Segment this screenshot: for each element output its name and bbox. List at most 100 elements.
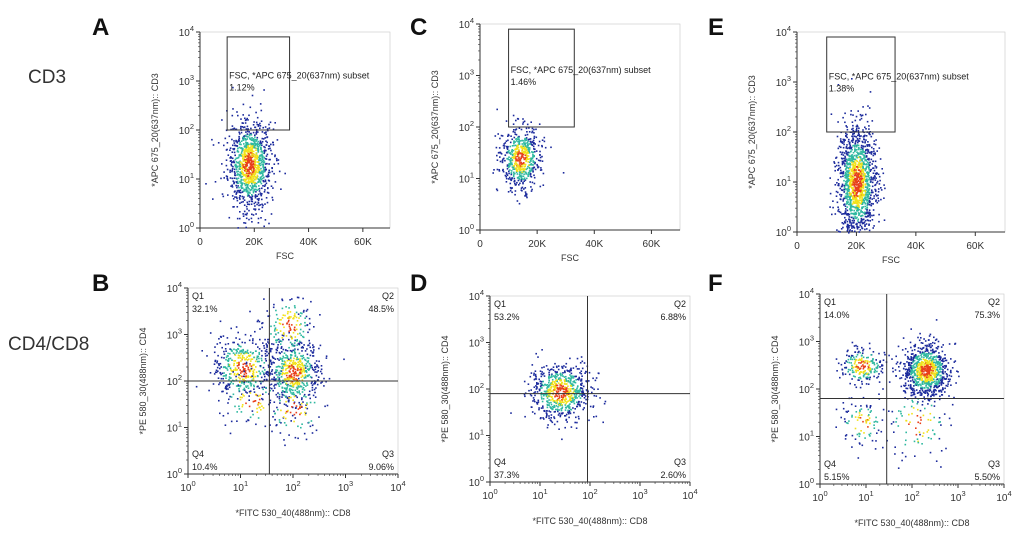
event-dot [838,145,841,148]
event-dot [566,421,568,423]
event-dot [260,150,263,153]
event-dot [575,375,577,378]
event-dot [278,378,280,380]
event-dot [848,143,851,145]
event-dot [255,423,257,426]
event-dot [550,146,552,149]
event-dot [853,179,856,181]
event-dot [522,168,525,170]
event-dot [275,348,278,351]
event-dot [294,352,296,355]
event-dot [241,164,243,167]
event-dot [870,168,872,171]
event-dot [256,143,258,146]
event-dot [502,158,504,161]
event-dot [840,169,842,172]
event-dot [842,142,844,144]
event-dot [514,193,516,196]
event-dot [241,155,244,157]
event-dot [522,147,524,150]
event-dot [222,390,224,393]
event-dot [575,395,577,398]
event-dot [539,156,542,159]
event-dot [247,136,249,138]
event-dot [575,391,577,393]
event-dot [259,402,262,405]
event-dot [250,181,253,184]
event-dot [225,388,228,391]
event-dot [860,211,862,213]
event-dot [286,410,289,413]
event-dot [232,371,234,373]
event-dot [520,152,522,155]
event-dot [251,200,254,203]
event-dot [512,130,515,133]
event-dot [543,140,546,143]
event-dot [225,356,228,359]
event-dot [256,167,259,170]
event-dot [506,174,509,177]
event-dot [218,383,220,386]
event-dot [507,178,510,180]
event-dot [258,124,260,126]
event-dot [231,359,233,361]
event-dot [252,167,255,170]
event-dot [233,148,235,151]
event-dot [278,381,281,384]
event-dot [578,377,580,380]
event-dot [551,375,553,378]
event-dot [555,379,558,381]
event-dot [529,161,531,164]
event-dot [843,157,845,160]
event-dot [248,399,250,401]
event-dot [852,198,855,200]
event-dot [253,185,256,188]
event-dot [261,144,263,147]
event-dot [522,145,525,147]
event-dot [266,351,268,353]
event-dot [215,369,218,372]
event-dot [295,374,298,377]
event-dot [233,206,235,208]
event-dot [240,182,242,184]
event-dot [255,131,257,134]
event-dot [509,152,512,154]
event-dot [261,131,264,133]
quadrant-q3-percent: 9.06% [368,462,394,472]
event-dot [253,181,255,184]
event-dot [864,126,866,129]
event-dot [525,137,528,139]
event-dot [547,386,550,388]
event-dot [248,176,250,179]
event-dot [509,159,512,162]
event-dot [558,402,561,405]
event-dot [299,361,301,363]
event-dot [273,376,275,379]
event-dot [509,186,512,189]
event-dot [296,358,298,361]
event-dot [515,171,518,173]
event-dot [304,406,307,409]
event-dot [858,214,860,216]
event-dot [864,213,866,216]
event-dot [231,151,234,153]
event-dot [585,398,587,401]
event-dot [230,381,233,383]
event-dot [843,152,846,154]
event-dot [249,150,251,152]
event-dot [837,147,840,150]
event-dot [274,383,276,386]
event-dot [578,401,580,403]
event-dot [550,420,553,422]
event-dot [264,126,267,128]
event-dot [281,391,283,394]
event-dot [530,170,533,172]
event-dot [230,327,232,330]
event-dot [547,424,549,426]
event-dot [526,196,528,199]
event-dot [864,198,867,201]
event-dot [858,127,860,130]
event-dot [245,162,248,164]
event-dot [555,394,558,396]
event-dot [302,401,304,403]
